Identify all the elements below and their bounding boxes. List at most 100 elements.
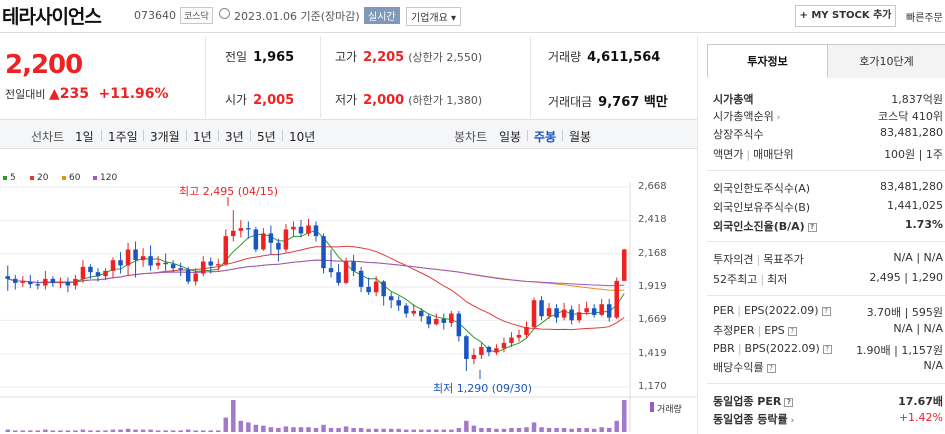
candle-body <box>223 236 229 265</box>
candle-body <box>591 308 597 315</box>
candle-body <box>449 313 454 323</box>
opinion-row: 투자의견 | 목표주가 N/A | N/A <box>713 251 943 266</box>
candle-body <box>464 336 469 359</box>
candle-body <box>351 261 356 271</box>
range-3m[interactable]: 3개월 <box>150 130 180 144</box>
range-10y[interactable]: 10년 <box>289 130 316 144</box>
volume-bar <box>471 425 477 432</box>
tab-investment-info[interactable]: 투자정보 <box>707 44 828 78</box>
ma-line-120 <box>7 259 625 287</box>
stock-code: 073640 <box>134 9 176 22</box>
help-icon[interactable]: ? <box>821 306 831 316</box>
range-1y[interactable]: 1년 <box>193 130 212 144</box>
volume-bar <box>388 428 394 432</box>
ma-line-5 <box>7 229 625 353</box>
volume-bar <box>231 400 236 432</box>
legend-swatch <box>62 175 66 180</box>
chevron-right-icon[interactable]: › <box>790 416 795 426</box>
chevron-right-icon[interactable]: › <box>776 113 781 123</box>
volume-bar <box>43 429 48 432</box>
candle-body <box>133 249 138 261</box>
candle-body <box>216 264 221 266</box>
chart-toolbar: 선차트 1일 1주일 3개월 1년 3년 5년 10년 봉차트 일봉 주봉 월봉 <box>0 119 697 149</box>
volume-bar <box>88 430 93 432</box>
company-name: 테라사이언스 <box>2 6 102 28</box>
par-unit-row: 액면가 | 매매단위 100원 | 1주 <box>713 148 943 161</box>
candle-body <box>193 273 198 282</box>
volume-bar <box>170 430 176 432</box>
y-tick-label: 1,170 <box>638 381 667 392</box>
add-mystock-button[interactable]: + MY STOCK 추가 <box>795 5 896 27</box>
candle-body <box>621 249 627 281</box>
candle-body <box>5 276 11 279</box>
divider <box>562 130 563 141</box>
candle-body <box>246 228 251 230</box>
volume-bar <box>216 430 221 432</box>
est-per-row: 추정PER | EPS? N/A | N/A <box>713 322 943 337</box>
volume-bar <box>328 428 334 432</box>
candle-body <box>313 225 319 237</box>
volume-bar <box>599 427 604 432</box>
help-icon[interactable]: ? <box>822 344 832 354</box>
volume-bar <box>449 429 454 432</box>
per-row: PER | EPS(2022.09)? 3.70배 | 595원 <box>713 304 943 319</box>
help-icon[interactable]: ? <box>784 397 794 407</box>
volume-bar <box>298 427 304 432</box>
divider <box>282 130 283 141</box>
candle-body <box>321 236 326 269</box>
high-price: 고가 2,205 (상한가 2,550) <box>335 50 483 65</box>
candle-body <box>268 233 274 243</box>
candle-body <box>291 226 296 230</box>
candle-body <box>343 261 349 283</box>
volume-bar <box>403 429 409 432</box>
candle-monthly[interactable]: 월봉 <box>569 130 592 144</box>
volume-bar <box>351 428 356 432</box>
listed-shares-row: 상장주식수 83,481,280 <box>713 126 943 141</box>
volume-bar <box>569 428 574 432</box>
foreign-limit-row: 외국인한도주식수(A) 83,481,280 <box>713 180 943 195</box>
y-tick-label: 2,418 <box>638 214 667 226</box>
divider <box>205 36 206 118</box>
range-3y[interactable]: 3년 <box>225 130 244 144</box>
volume-bar <box>373 428 379 432</box>
help-icon[interactable]: ? <box>787 326 797 336</box>
volume-bar <box>20 430 26 432</box>
realtime-button[interactable]: 실시간 <box>364 7 400 24</box>
price-change: 전일대비 ▲235 +11.96% <box>5 86 169 102</box>
company-overview-dropdown[interactable]: 기업개요 ▾ <box>406 7 461 26</box>
candle-body <box>103 270 108 277</box>
y-tick-label: 1,669 <box>638 314 667 326</box>
help-icon[interactable]: ? <box>766 363 776 373</box>
candle-daily[interactable]: 일봉 <box>499 130 522 144</box>
y-tick-label: 2,668 <box>638 181 667 192</box>
volume-bar <box>524 427 529 432</box>
market-badge: 코스닥 <box>180 7 213 24</box>
divider <box>530 36 531 118</box>
quick-order-link[interactable]: 빠른주문 <box>906 13 943 24</box>
low-price: 저가 2,000 (하한가 1,380) <box>335 93 483 108</box>
volume-bar <box>426 429 432 432</box>
divider <box>218 130 219 141</box>
divider <box>707 170 945 171</box>
tab-orderbook[interactable]: 호가10단계 <box>828 44 945 78</box>
low-annotation: 최저 1,290 (09/30) <box>433 382 532 395</box>
weekly-candle-chart[interactable]: 최고 2,495 (04/15) 최저 1,290 (09/30) 거래량 <box>0 182 697 432</box>
range-1w[interactable]: 1주일 <box>108 130 138 144</box>
candle-body <box>35 284 41 286</box>
range-5y[interactable]: 5년 <box>257 130 276 144</box>
range-1d[interactable]: 1일 <box>75 130 94 144</box>
help-icon[interactable]: ? <box>807 222 817 232</box>
sector-change-row: 동일업종 등락률 › +1.42% <box>713 411 943 426</box>
volume-bar <box>268 427 274 432</box>
divider <box>527 130 528 141</box>
candle-body <box>306 225 311 234</box>
candle-body <box>208 261 214 266</box>
ma-legend-60: 60 <box>62 173 80 183</box>
candle-chart-label: 봉차트 <box>454 130 488 144</box>
candle-body <box>569 309 574 321</box>
candle-body <box>388 296 394 301</box>
volume-bar <box>614 420 619 432</box>
candle-weekly[interactable]: 주봉 <box>534 130 557 144</box>
volume-bar <box>343 426 349 432</box>
candle-body <box>546 308 552 317</box>
